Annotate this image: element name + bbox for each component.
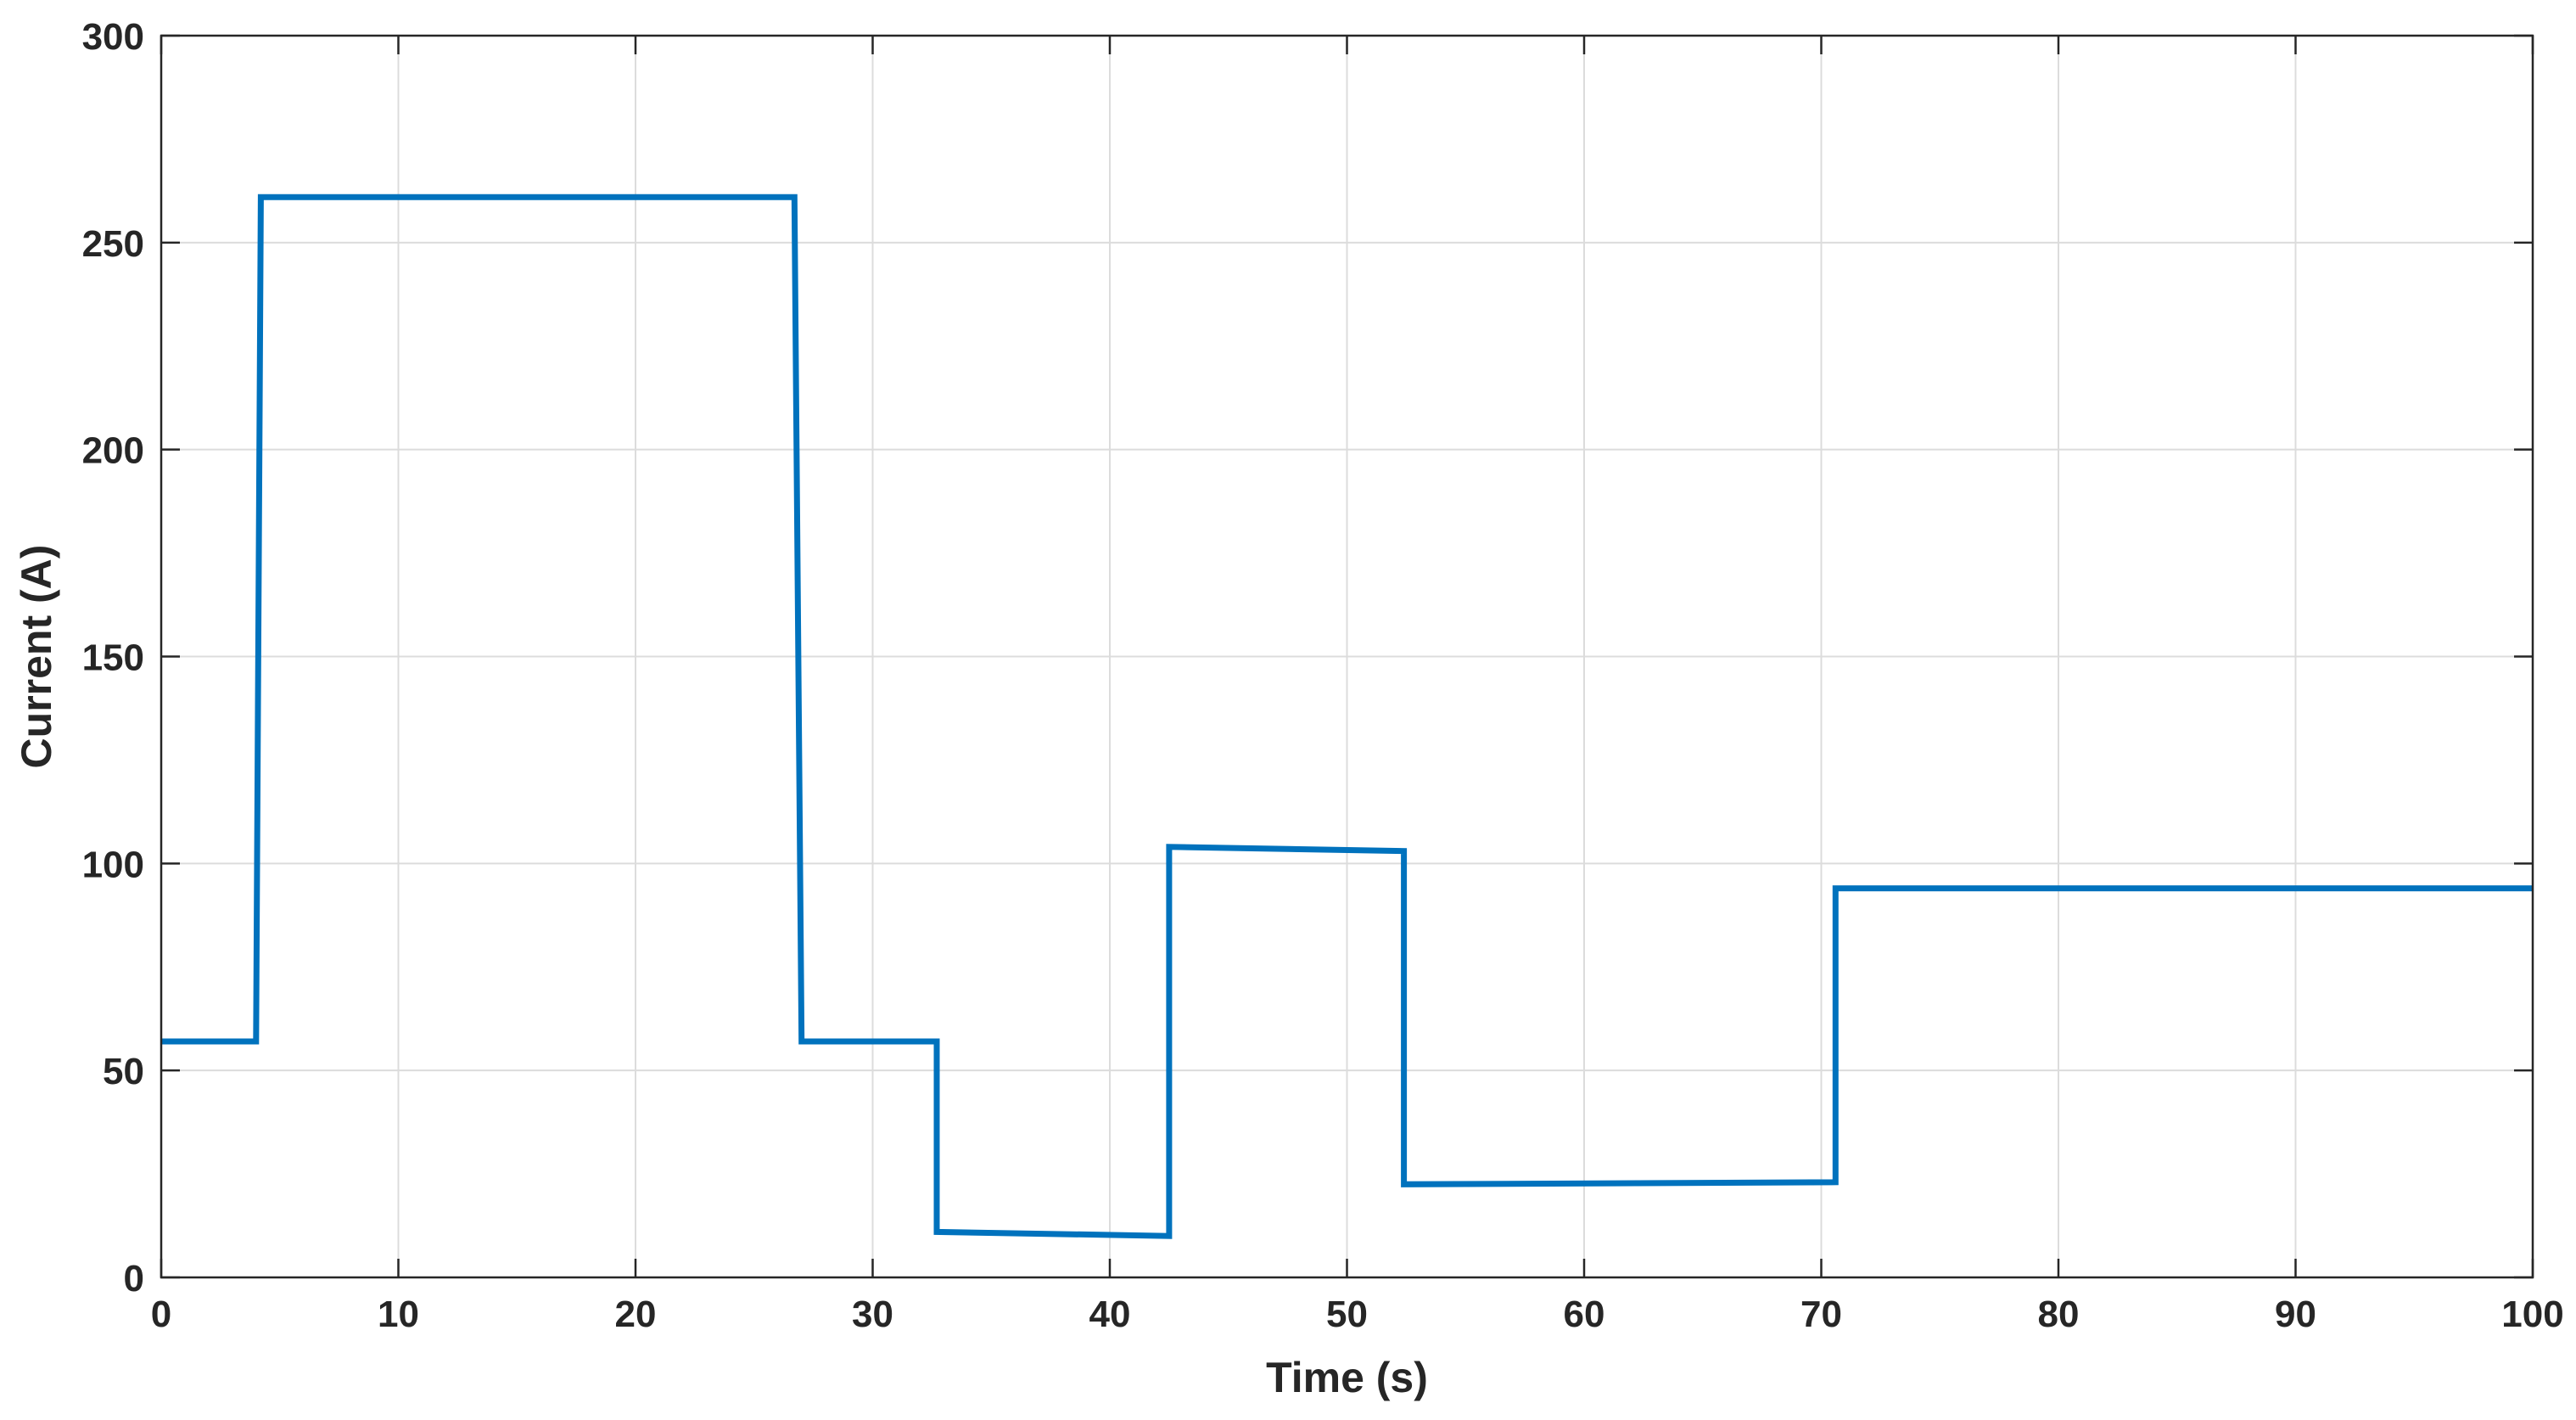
grid [161,36,2533,1277]
x-tick-label: 40 [1089,1294,1131,1335]
y-tick-label: 200 [82,430,144,472]
y-axis-label: Current (A) [13,545,60,769]
y-tick-label: 250 [82,223,144,265]
y-tick-label: 150 [82,637,144,679]
y-tick-label: 0 [124,1258,144,1299]
y-tick-label: 100 [82,844,144,885]
series-layer [161,194,2533,1239]
x-tick-label: 100 [2501,1294,2563,1335]
x-tick-label: 80 [2038,1294,2080,1335]
x-tick-label: 20 [615,1294,657,1335]
x-tick-label: 70 [1800,1294,1842,1335]
x-tick-label: 30 [852,1294,893,1335]
x-axis-label: Time (s) [1266,1354,1428,1401]
tick-marks [160,34,2534,1279]
current-series-line [161,194,2533,1239]
x-tick-labels: 0 10 20 30 40 50 60 70 80 90 100 [151,1294,2564,1335]
y-tick-label: 300 [82,16,144,58]
x-tick-label: 60 [1564,1294,1605,1335]
y-tick-label: 50 [103,1051,144,1092]
x-tick-label: 90 [2275,1294,2316,1335]
x-tick-label: 10 [378,1294,419,1335]
x-tick-label: 50 [1326,1294,1368,1335]
y-tick-labels: 0 50 100 150 200 250 300 [82,16,144,1299]
x-tick-label: 0 [151,1294,171,1335]
